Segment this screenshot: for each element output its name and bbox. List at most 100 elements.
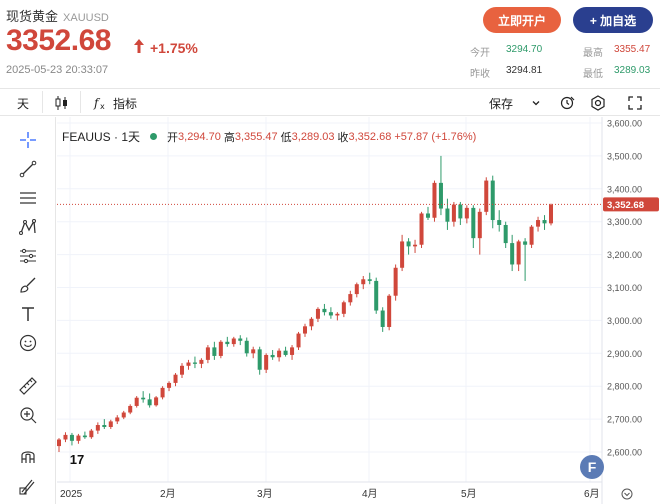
chart-type-button[interactable] bbox=[54, 93, 70, 113]
candle-body bbox=[173, 374, 178, 383]
alert-button[interactable] bbox=[560, 93, 576, 113]
candle-body bbox=[380, 310, 385, 327]
candle-body bbox=[270, 354, 275, 358]
instrument-name: 现货黄金 XAUUSD bbox=[6, 6, 109, 25]
candle-body bbox=[102, 425, 107, 427]
candle-body bbox=[251, 349, 256, 354]
svg-text:f: f bbox=[93, 96, 101, 110]
trendline-tool[interactable] bbox=[17, 158, 39, 180]
axis-settings-icon bbox=[621, 488, 633, 500]
candle-body bbox=[328, 312, 333, 316]
magnet-tool[interactable] bbox=[17, 445, 39, 467]
candle-body bbox=[238, 338, 243, 341]
y-tick-label: 2,800.00 bbox=[607, 382, 642, 392]
candle-body bbox=[147, 399, 152, 406]
settings-button[interactable] bbox=[590, 93, 606, 113]
candle-body bbox=[354, 284, 359, 295]
brush-tool[interactable] bbox=[17, 274, 39, 296]
emoji-tool[interactable] bbox=[17, 332, 39, 354]
quote-open: 今开 bbox=[470, 44, 490, 59]
arrow-up-icon bbox=[134, 39, 144, 53]
zoom-icon bbox=[20, 407, 37, 424]
legend-close-value: 3,352.68 bbox=[348, 130, 392, 143]
candle-body bbox=[432, 182, 437, 218]
quote-high-value: 3355.47 bbox=[614, 44, 651, 55]
open-account-button[interactable]: 立即开户 bbox=[483, 7, 561, 33]
lock-tool[interactable] bbox=[17, 475, 39, 497]
crosshair-tool[interactable] bbox=[17, 129, 39, 151]
add-watchlist-button[interactable]: + 加自选 bbox=[573, 7, 653, 33]
candle-body bbox=[361, 279, 366, 285]
x-tick-label: 2月 bbox=[160, 488, 176, 500]
text-icon bbox=[22, 307, 34, 321]
candle-body bbox=[309, 318, 314, 327]
x-tick-label: 2025 bbox=[60, 489, 83, 500]
fullscreen-button[interactable] bbox=[627, 93, 643, 113]
quote-low-label: 最低 bbox=[583, 69, 603, 80]
fx-icon: f x bbox=[93, 96, 105, 111]
candle-body bbox=[451, 204, 456, 222]
candle-body bbox=[406, 241, 411, 247]
candle-body bbox=[63, 434, 68, 440]
candle-body bbox=[510, 243, 515, 265]
candle-body bbox=[76, 435, 81, 441]
emoji-icon bbox=[19, 334, 37, 352]
legend-high-label: 高 bbox=[223, 131, 235, 144]
toolbar-divider bbox=[42, 91, 43, 113]
candle-body bbox=[445, 208, 450, 222]
candle-body bbox=[341, 302, 346, 314]
candlestick-chart[interactable]: 3,600.00 3,500.00 3,400.00 3,300.00 3,200.00… bbox=[57, 117, 660, 504]
candle-body bbox=[529, 226, 534, 245]
quote-prev: 昨收 bbox=[470, 65, 490, 80]
measure-tool[interactable] bbox=[17, 245, 39, 267]
candle-body bbox=[374, 280, 379, 311]
candle-body bbox=[108, 421, 113, 427]
x-tick-label: 5月 bbox=[461, 488, 477, 500]
quote-open-label: 今开 bbox=[470, 48, 490, 59]
measure-icon bbox=[20, 248, 36, 264]
text-tool[interactable] bbox=[17, 303, 39, 325]
candle-body bbox=[400, 241, 405, 268]
quote-open-value: 3294.70 bbox=[506, 44, 543, 55]
interval-button[interactable]: 天 bbox=[17, 96, 30, 111]
tradingview-logo[interactable]: 17 bbox=[69, 451, 85, 467]
candle-body bbox=[335, 313, 340, 316]
candle-body bbox=[134, 397, 139, 406]
indicators-button[interactable]: f x 指标 bbox=[93, 93, 137, 113]
f-badge[interactable]: F bbox=[580, 455, 604, 479]
legend-close-label: 收 bbox=[337, 131, 349, 144]
legend-open-label: 开 bbox=[167, 131, 179, 144]
y-tick-label: 2,600.00 bbox=[607, 448, 642, 458]
y-tick-label: 3,100.00 bbox=[607, 283, 642, 293]
candle-body bbox=[458, 204, 463, 219]
candle-body bbox=[497, 220, 502, 225]
axis-chevron-icon bbox=[624, 492, 630, 497]
trendline-icon bbox=[19, 160, 37, 178]
pattern-tool[interactable] bbox=[17, 216, 39, 238]
last-price-tag bbox=[603, 197, 659, 212]
candle-body bbox=[322, 308, 327, 313]
candle-body bbox=[121, 412, 126, 418]
quote-high-label: 最高 bbox=[583, 48, 603, 59]
y-tick-label: 3,400.00 bbox=[607, 184, 642, 194]
last-price-label: 3,352.68 bbox=[607, 200, 644, 211]
candle-body bbox=[225, 341, 230, 345]
crosshair-icon bbox=[20, 132, 36, 148]
candle-body bbox=[283, 350, 288, 355]
candle-body bbox=[257, 349, 262, 370]
candle-body bbox=[186, 362, 191, 366]
y-tick-label: 2,700.00 bbox=[607, 415, 642, 425]
candle-body bbox=[315, 308, 320, 319]
save-button[interactable]: 保存 bbox=[489, 93, 541, 113]
y-tick-label: 3,200.00 bbox=[607, 250, 642, 260]
instrument-title: 现货黄金 bbox=[6, 9, 59, 24]
legend-symbol: FEAUUS · 1天 bbox=[62, 130, 141, 144]
ruler-tool[interactable] bbox=[17, 375, 39, 397]
candle-body bbox=[387, 295, 392, 327]
candle-body bbox=[154, 397, 159, 406]
zoom-tool[interactable] bbox=[17, 404, 39, 426]
fib-tool[interactable] bbox=[17, 187, 39, 209]
candle-body bbox=[160, 387, 165, 398]
candle-body bbox=[205, 347, 210, 360]
x-tick-label: 4月 bbox=[362, 488, 378, 500]
